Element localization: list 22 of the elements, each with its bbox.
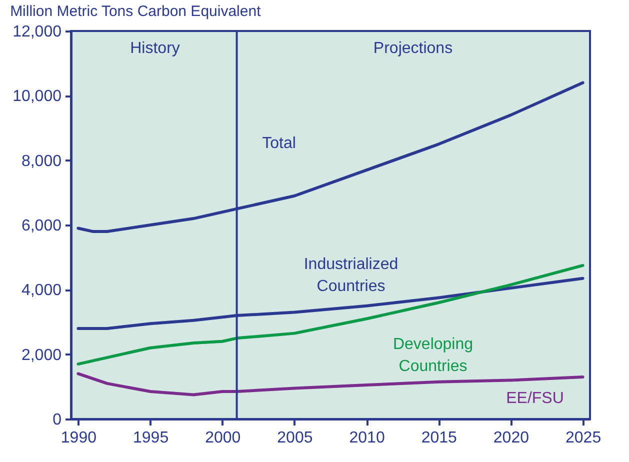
y-tick-label: 4,000 <box>21 282 62 300</box>
annotation: History <box>130 40 180 57</box>
y-tick-label: 8,000 <box>21 152 62 170</box>
y-tick-label: 10,000 <box>12 88 62 106</box>
x-tick-label: 2015 <box>421 430 458 446</box>
annotation: Projections <box>373 40 453 57</box>
series-label: Industrialized Countries <box>304 256 398 295</box>
y-tick-label: 12,000 <box>12 24 62 40</box>
text: Total <box>262 135 296 152</box>
series-label: EE/FSU <box>506 390 564 407</box>
x-tick-label: 1995 <box>132 430 169 446</box>
x-tick-label: 2000 <box>205 430 241 446</box>
y-axis-title: Million Metric Tons Carbon Equivalent <box>10 3 262 20</box>
x-tick-label: 1990 <box>60 430 97 446</box>
y-tick-label: 0 <box>52 412 62 428</box>
x-tick-label: 2025 <box>565 430 602 446</box>
x-tick-label: 2010 <box>349 430 385 446</box>
x-tick-label: 2020 <box>493 430 530 446</box>
series-label: Developing Countries <box>392 336 474 375</box>
y-tick-label: 6,000 <box>21 218 62 234</box>
y-tick-label: 2,000 <box>21 346 62 364</box>
x-tick-label: 2005 <box>277 430 313 446</box>
